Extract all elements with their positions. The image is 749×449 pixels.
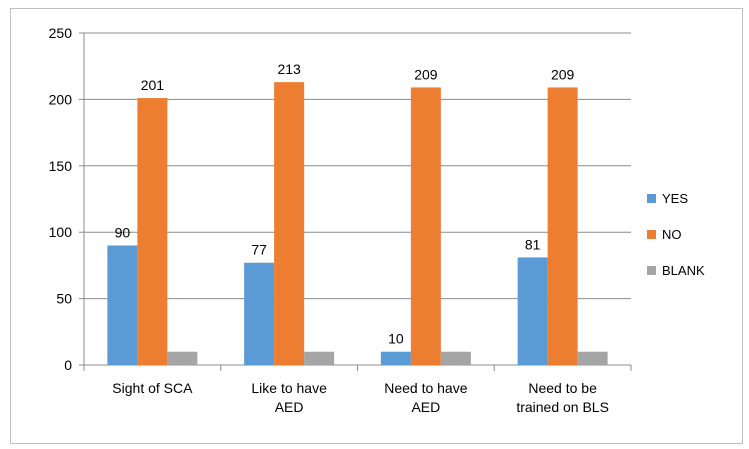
x-tick-label: Need to be trained on BLS	[516, 380, 609, 415]
x-tick-label-line: Need to be	[528, 380, 597, 396]
bar-yes-3	[380, 351, 411, 365]
data-label: 209	[551, 66, 575, 82]
legend-swatch-blank	[647, 266, 656, 275]
bar-yes-2	[244, 262, 275, 365]
data-label: 209	[414, 66, 438, 82]
legend-label-yes: YES	[662, 191, 688, 206]
legend-swatch-no	[647, 230, 656, 239]
legend: YES NO BLANK	[647, 191, 705, 278]
x-tick-label-line: Like to have	[251, 380, 327, 396]
data-label: 10	[388, 331, 404, 347]
data-label: 201	[141, 77, 165, 93]
x-tick-label-line: Sight of SCA	[112, 380, 193, 396]
x-tick-label: Need to have AED	[384, 380, 467, 415]
data-label: 77	[251, 242, 267, 258]
x-tick-label-line: AED	[275, 399, 304, 415]
bars	[107, 82, 608, 366]
bar-no-3	[410, 87, 441, 365]
x-tick-label: Like to have AED	[251, 380, 327, 415]
x-tick-label-line: AED	[411, 399, 440, 415]
legend-label-no: NO	[662, 227, 682, 242]
data-label: 81	[525, 236, 541, 252]
bar-no-4	[547, 87, 578, 365]
y-tick-label: 0	[64, 357, 72, 373]
y-tick-label: 100	[49, 224, 73, 240]
bar-yes-1	[107, 245, 138, 365]
data-labels: 90 201 77 213 10 209 81 209	[115, 61, 575, 347]
y-tick-label: 50	[56, 291, 72, 307]
data-label: 90	[115, 224, 131, 240]
bar-no-1	[137, 98, 168, 366]
x-tick-label-line: Need to have	[384, 380, 467, 396]
bar-yes-4	[517, 257, 548, 365]
bar-blank-4	[577, 351, 608, 365]
legend-swatch-yes	[647, 194, 656, 203]
data-label: 213	[277, 61, 301, 77]
bar-blank-1	[167, 351, 198, 365]
y-tick-label: 150	[49, 158, 73, 174]
legend-label-blank: BLANK	[662, 263, 705, 278]
y-tick-label: 250	[49, 25, 73, 41]
y-tick-label: 200	[49, 91, 73, 107]
tick-labels: 0 50 100 150 200 250 Sight of SCA Like to have A…	[49, 25, 609, 415]
x-tick-label: Sight of SCA	[112, 380, 193, 396]
bar-no-2	[274, 82, 305, 366]
x-tick-label-line: trained on BLS	[516, 399, 609, 415]
bar-chart: 90 201 77 213 10 209 81 209 0 50 100 150 200 250 Sigh…	[49, 25, 705, 415]
bar-blank-2	[304, 351, 335, 365]
chart-frame: 90 201 77 213 10 209 81 209 0 50 100 150 200 250 Sigh…	[10, 8, 743, 444]
bar-blank-3	[440, 351, 471, 365]
